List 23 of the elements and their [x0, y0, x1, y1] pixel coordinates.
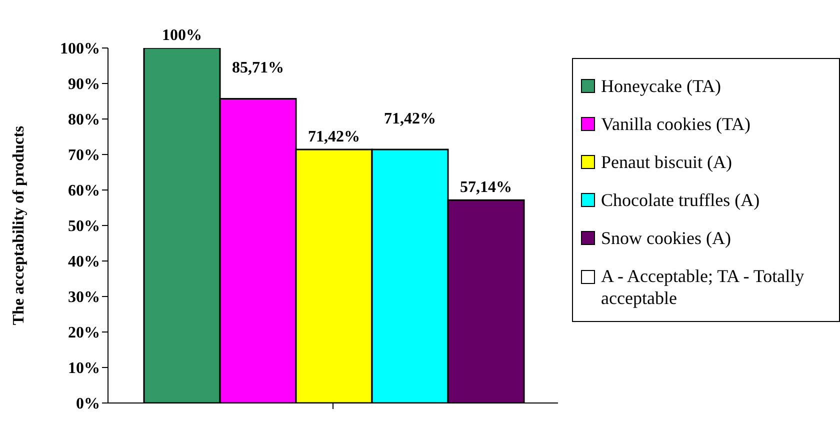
- legend-label: Penaut biscuit (A): [601, 151, 732, 173]
- y-tick-label: 10%: [68, 360, 100, 378]
- data-label: 71,42%: [384, 110, 436, 128]
- y-tick-label: 40%: [68, 254, 100, 271]
- y-tick-label: 70%: [68, 147, 100, 164]
- y-tick-label: 100%: [60, 40, 100, 58]
- y-tick-label: 90%: [68, 76, 100, 94]
- y-axis-title: The acceptability of products: [10, 126, 28, 326]
- data-label: 85,71%: [232, 60, 284, 77]
- data-label: 57,14%: [460, 179, 512, 196]
- y-tick-label: 0%: [76, 396, 100, 413]
- y-tick-label: 20%: [68, 324, 100, 342]
- legend-label: Honeycake (TA): [601, 75, 721, 97]
- y-tick-label: 60%: [68, 182, 100, 200]
- legend-label: Snow cookies (A): [601, 227, 731, 249]
- data-label: 71,42%: [308, 128, 360, 146]
- y-tick-label: 30%: [68, 289, 100, 306]
- y-tick-label: 50%: [68, 218, 100, 236]
- legend-label: Vanilla cookies (TA): [601, 113, 751, 135]
- data-label: 100%: [162, 27, 202, 44]
- legend-label: Chocolate truffles (A): [601, 189, 760, 211]
- y-tick-label: 80%: [68, 112, 100, 129]
- text: A - Acceptable; TA - Totally acceptable: [601, 265, 806, 309]
